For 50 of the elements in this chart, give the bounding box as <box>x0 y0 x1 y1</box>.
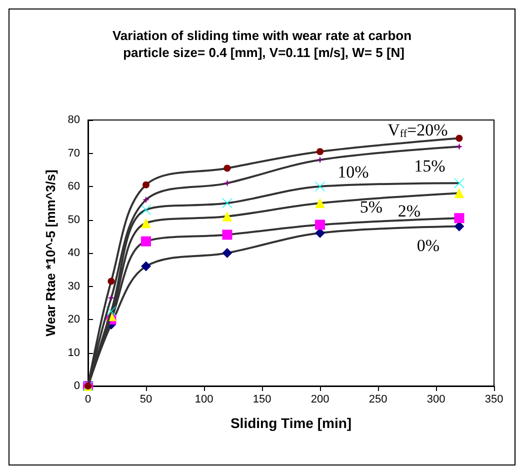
point <box>315 220 325 230</box>
x-tick-label: 0 <box>84 394 92 406</box>
point <box>141 236 151 246</box>
point <box>454 188 464 198</box>
x-tick-label: 350 <box>484 394 504 406</box>
x-tick-label: 300 <box>426 394 446 406</box>
point <box>315 182 325 192</box>
point <box>454 213 464 224</box>
x-tick-label: 100 <box>194 394 214 406</box>
point <box>316 156 324 164</box>
point <box>315 228 325 238</box>
point <box>454 178 464 188</box>
x-tick-label: 50 <box>140 394 152 406</box>
point <box>456 143 463 150</box>
x-tick-label: 150 <box>252 394 272 406</box>
series-label: 10% <box>338 162 369 182</box>
point <box>141 218 151 228</box>
x-axis-title: Sliding Time [min] <box>230 415 352 431</box>
y-tick-label: 60 <box>68 180 80 192</box>
y-tick-label: 70 <box>68 147 80 160</box>
chart-title: Variation of sliding time with wear rate at carbon particle size= 0.4 [mm], V=0.11 [m/s], W= 5 [N] <box>112 28 412 60</box>
x-tick-label: 250 <box>368 394 388 406</box>
point <box>456 134 463 142</box>
point <box>108 278 115 285</box>
y-tick-label: 40 <box>68 247 80 259</box>
point <box>222 211 232 222</box>
y-tick-label: 80 <box>68 114 80 126</box>
y-tick-label: 30 <box>68 280 80 292</box>
point <box>315 198 325 208</box>
point <box>224 164 231 172</box>
series-label: 0% <box>416 236 440 255</box>
y-axis-title: Wear Rtae *10^-5 [mm^3/s] <box>42 170 58 336</box>
point <box>141 261 151 272</box>
series-label: 15% <box>414 156 446 176</box>
series-label: 5% <box>360 198 383 217</box>
point <box>142 181 150 188</box>
x-tick-label: 200 <box>310 394 330 406</box>
point <box>141 204 151 215</box>
point <box>222 248 232 258</box>
point <box>108 294 115 302</box>
y-tick-label: 20 <box>68 314 80 326</box>
point <box>142 196 150 204</box>
point <box>222 198 232 208</box>
y-tick-label: 10 <box>68 346 80 359</box>
point <box>222 230 232 240</box>
y-tick-label: 50 <box>68 214 80 226</box>
point <box>316 148 324 156</box>
y-tick-label: 0 <box>74 380 80 392</box>
point <box>224 180 231 187</box>
series-label: 2% <box>398 202 421 221</box>
